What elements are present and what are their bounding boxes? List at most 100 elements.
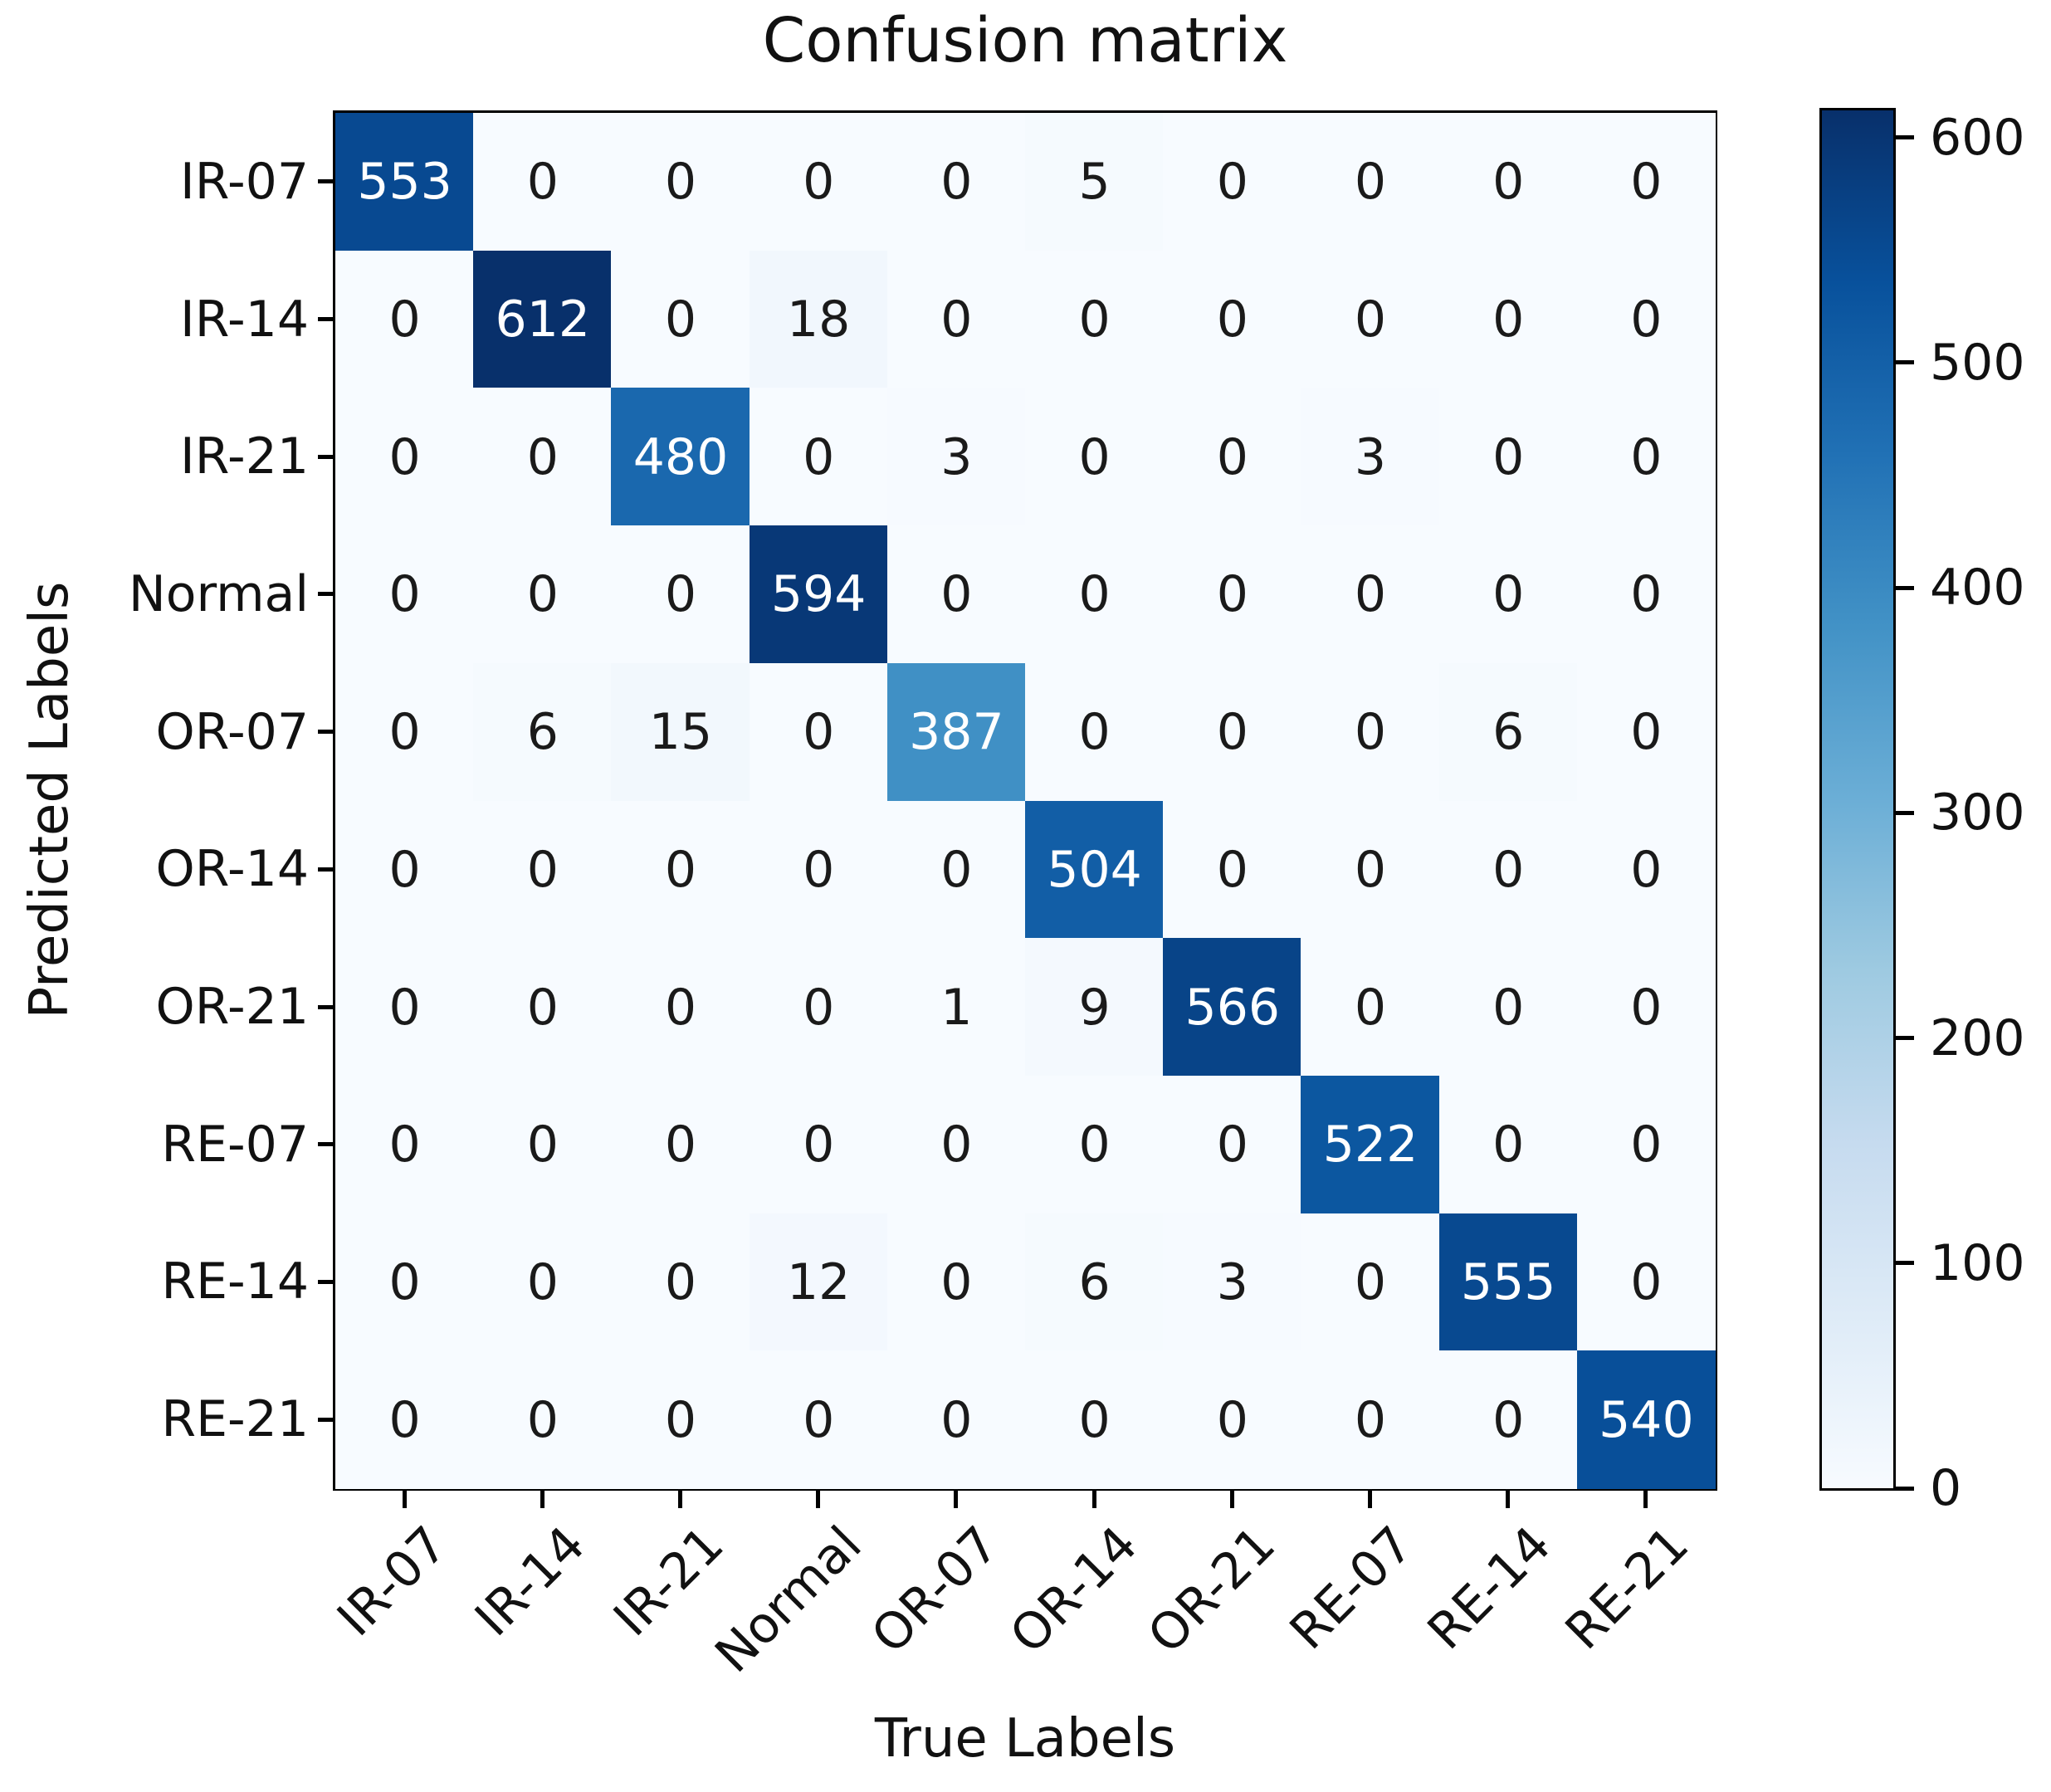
heatmap-cell: 0: [611, 250, 750, 389]
heatmap-cell: 0: [1025, 388, 1165, 527]
heatmap-cell: 6: [1025, 1213, 1165, 1352]
heatmap-cell: 0: [335, 662, 475, 802]
x-tick-label: Normal: [704, 1515, 873, 1684]
heatmap-cell: 0: [335, 250, 475, 389]
x-tick-mark: [402, 1491, 407, 1508]
x-tick-mark: [540, 1491, 544, 1508]
heatmap-cell: 0: [1576, 388, 1716, 527]
heatmap-cell: 0: [335, 525, 475, 664]
heatmap-cell: 0: [1163, 113, 1302, 251]
y-tick-mark: [318, 1417, 335, 1422]
heatmap-cell: 0: [1438, 250, 1578, 389]
heatmap-cell: 0: [1163, 525, 1302, 664]
chart-title: Confusion matrix: [762, 5, 1288, 76]
heatmap-cell: 0: [1301, 662, 1440, 802]
heatmap-cell: 0: [1025, 1075, 1165, 1214]
heatmap-cell: 553: [335, 113, 475, 251]
heatmap-cell: 0: [749, 800, 888, 940]
heatmap: 553 0 0 0 0 5 0 0 0 0 0 612 0 18 0 0 0 0 0 0 0 0 480 0 3 0 0 3 0 0 0 0 0…: [333, 110, 1717, 1491]
heatmap-cell: 15: [611, 662, 750, 802]
x-tick-label: RE-21: [1555, 1515, 1701, 1661]
heatmap-cell: 18: [749, 250, 888, 389]
heatmap-cell: 0: [886, 1213, 1026, 1352]
heatmap-cell: 0: [1025, 662, 1165, 802]
y-tick-mark: [318, 592, 335, 597]
heatmap-cell: 0: [749, 662, 888, 802]
colorbar-tick-mark: [1896, 360, 1914, 365]
heatmap-cell: 522: [1301, 1075, 1440, 1214]
y-tick-mark: [318, 1142, 335, 1147]
y-tick-label: IR-07: [180, 152, 309, 211]
heatmap-cell: 0: [335, 938, 475, 1077]
x-tick-mark: [678, 1491, 682, 1508]
heatmap-cell: 0: [1301, 250, 1440, 389]
x-tick-label: OR-21: [1136, 1515, 1287, 1665]
heatmap-cell: 0: [1163, 250, 1302, 389]
heatmap-cell: 0: [1301, 1213, 1440, 1352]
heatmap-cell: 0: [473, 113, 613, 251]
heatmap-cell: 0: [749, 938, 888, 1077]
heatmap-cell: 555: [1438, 1213, 1578, 1352]
y-tick-mark: [318, 1279, 335, 1284]
heatmap-cell: 0: [1438, 938, 1578, 1077]
y-tick-mark: [318, 317, 335, 322]
heatmap-cell: 0: [886, 1350, 1026, 1489]
y-tick-label: IR-21: [180, 427, 309, 486]
heatmap-cell: 0: [1576, 113, 1716, 251]
colorbar-tick-mark: [1896, 810, 1914, 815]
y-tick-mark: [318, 1004, 335, 1009]
y-tick-label: OR-21: [155, 978, 309, 1037]
heatmap-cell: 1: [886, 938, 1026, 1077]
heatmap-cell: 0: [473, 1350, 613, 1489]
colorbar-tick-mark: [1896, 585, 1914, 590]
heatmap-cell: 0: [1576, 800, 1716, 940]
heatmap-cell: 0: [473, 525, 613, 664]
heatmap-cell: 0: [1576, 525, 1716, 664]
x-tick-label: OR-14: [999, 1515, 1149, 1665]
heatmap-cell: 0: [886, 525, 1026, 664]
heatmap-cell: 0: [1025, 1350, 1165, 1489]
heatmap-cell: 0: [335, 1213, 475, 1352]
heatmap-cell: 0: [473, 938, 613, 1077]
heatmap-cell: 0: [1438, 1350, 1578, 1489]
heatmap-cell: 480: [611, 388, 750, 527]
heatmap-cell: 0: [611, 938, 750, 1077]
colorbar-tick-mark: [1896, 1486, 1914, 1491]
x-tick-mark: [816, 1491, 821, 1508]
heatmap-cell: 0: [473, 800, 613, 940]
heatmap-cell: 0: [1301, 113, 1440, 251]
heatmap-cell: 0: [335, 1350, 475, 1489]
heatmap-cell: 0: [611, 1213, 750, 1352]
y-tick-mark: [318, 730, 335, 735]
heatmap-cell: 0: [1301, 938, 1440, 1077]
heatmap-cell: 387: [886, 662, 1026, 802]
y-tick-label: RE-14: [161, 1252, 309, 1311]
colorbar: [1819, 108, 1896, 1491]
heatmap-cell: 594: [749, 525, 888, 664]
x-tick-mark: [1643, 1491, 1648, 1508]
heatmap-cell: 0: [473, 1075, 613, 1214]
heatmap-cell: 0: [611, 1350, 750, 1489]
heatmap-cell: 12: [749, 1213, 888, 1352]
y-tick-label: RE-21: [161, 1390, 309, 1449]
heatmap-cell: 0: [473, 388, 613, 527]
heatmap-cell: 0: [749, 388, 888, 527]
colorbar-tick-mark: [1896, 135, 1914, 140]
y-tick-mark: [318, 867, 335, 872]
heatmap-cell: 0: [1163, 1075, 1302, 1214]
heatmap-cell: 0: [1576, 1213, 1716, 1352]
x-tick-label: OR-07: [861, 1515, 1011, 1665]
colorbar-tick-label: 600: [1930, 108, 2025, 167]
heatmap-cell: 9: [1025, 938, 1165, 1077]
y-axis-label: Predicted Labels: [19, 581, 81, 1019]
heatmap-cell: 5: [1025, 113, 1165, 251]
heatmap-cell: 0: [1301, 525, 1440, 664]
heatmap-cell: 3: [886, 388, 1026, 527]
heatmap-cell: 0: [335, 1075, 475, 1214]
heatmap-cell: 0: [1025, 250, 1165, 389]
heatmap-cell: 0: [1438, 525, 1578, 664]
heatmap-cell: 0: [1438, 388, 1578, 527]
heatmap-cell: 0: [1163, 388, 1302, 527]
heatmap-cell: 0: [886, 113, 1026, 251]
